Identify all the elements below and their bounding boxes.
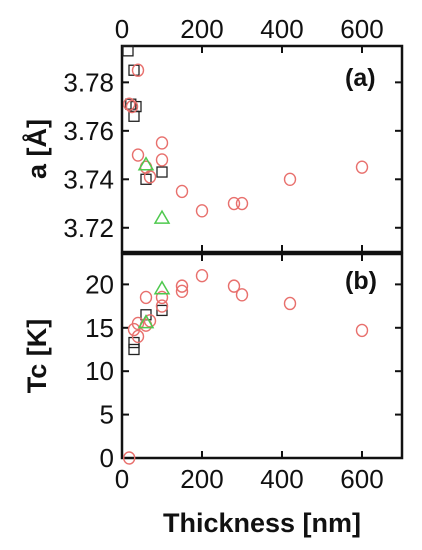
panel-a-top-x-tick-label: 0 <box>115 14 129 44</box>
panel-b-x-tick-label: 600 <box>340 464 383 494</box>
panel-b-circle-point <box>235 288 249 302</box>
panel-b-y-tick-label: 20 <box>85 269 114 299</box>
panel-b-x-tick-label: 0 <box>115 464 129 494</box>
panel-a-top-x-tick-label: 200 <box>180 14 223 44</box>
panel-a-top-x-tick-label: 600 <box>340 14 383 44</box>
panel-a-circle-point <box>143 170 157 184</box>
panel-b-square-point <box>156 304 168 317</box>
panel-a-circle-point <box>235 196 249 211</box>
panel-b-y-tick-label: 10 <box>85 356 114 386</box>
panel-a-triangle-point <box>137 156 155 171</box>
panel-b-circle-point <box>175 279 189 293</box>
panel-a-circle-point <box>195 204 209 218</box>
panel-b-x-tick-label: 200 <box>180 464 223 494</box>
panel-b-y-axis-title: Tc [K] <box>22 319 52 394</box>
panel-b-label: (b) <box>345 267 377 295</box>
panel-a-y-ticks: 3.72 3.74 3.76 3.78 <box>63 67 402 243</box>
panel-a-label: (a) <box>345 64 376 92</box>
panel-a-square-point <box>156 166 168 178</box>
panel-a-circle-point <box>227 196 241 211</box>
panel-b-circle-point <box>195 269 209 283</box>
panel-b-y-tick-label: 0 <box>100 443 114 473</box>
panel-b-y-tick-label: 5 <box>100 400 114 430</box>
panel-b-x-tick-label: 400 <box>260 464 303 494</box>
panel-a-circle-point <box>131 148 145 162</box>
panel-a-top-x-tick-label: 400 <box>260 14 303 44</box>
panel-b-y-tick-label: 15 <box>85 313 114 343</box>
panel-b-square-point <box>128 343 140 356</box>
panel-b-y-ticks: 0 5 10 15 20 <box>85 269 402 473</box>
panel-b-markers <box>122 269 369 465</box>
panel-a-square-point <box>140 173 152 185</box>
panel-a-top-x-ticks: 0 200 400 600 <box>115 14 384 252</box>
panel-a-y-axis-title: a [Å] <box>21 119 52 179</box>
panel-b-x-ticks: 0 200 400 600 <box>115 254 384 494</box>
panel-b-circle-point <box>155 290 169 305</box>
panel-a-circle-point <box>355 160 369 174</box>
panel-b-circle-point <box>175 284 189 299</box>
panel-a-circle-point <box>155 136 169 150</box>
panel-a-circle-point <box>175 184 189 199</box>
panel-a-triangle-point <box>153 209 171 224</box>
panel-b-triangle-point <box>153 280 171 295</box>
panel-a-y-tick-label: 3.72 <box>63 213 114 243</box>
panel-b: (b) 0 200 400 600 0 5 10 15 20 Tc [K] Thickness… <box>22 252 404 538</box>
panel-a-y-tick-label: 3.74 <box>63 164 114 194</box>
panel-a-circle-point <box>131 63 145 77</box>
panel-a: (a) 0 200 400 600 3.72 3.74 3.76 3.78 a [Å] <box>21 14 404 254</box>
panel-b-circle-point <box>155 299 169 313</box>
panel-b-circle-point <box>227 279 241 293</box>
panel-a-y-tick-label: 3.78 <box>63 67 114 97</box>
panel-b-frame <box>120 252 404 460</box>
panel-a-markers <box>122 45 369 224</box>
panel-a-frame <box>120 44 404 254</box>
x-axis-title: Thickness [nm] <box>163 508 361 538</box>
panel-a-circle-point <box>125 99 139 114</box>
panel-b-circle-point <box>139 290 153 305</box>
panel-b-circle-point <box>283 296 297 311</box>
panel-b-circle-point <box>131 329 145 344</box>
panel-a-square-point <box>122 45 134 57</box>
panel-a-circle-point <box>283 172 297 186</box>
panel-b-triangle-point <box>137 314 155 329</box>
panel-a-circle-point <box>155 153 169 167</box>
panel-b-circle-point <box>131 316 145 331</box>
panel-a-y-tick-label: 3.76 <box>63 116 114 146</box>
panel-a-circle-point <box>122 97 136 111</box>
panel-b-circle-point <box>122 451 136 465</box>
panel-b-circle-point <box>355 323 369 338</box>
